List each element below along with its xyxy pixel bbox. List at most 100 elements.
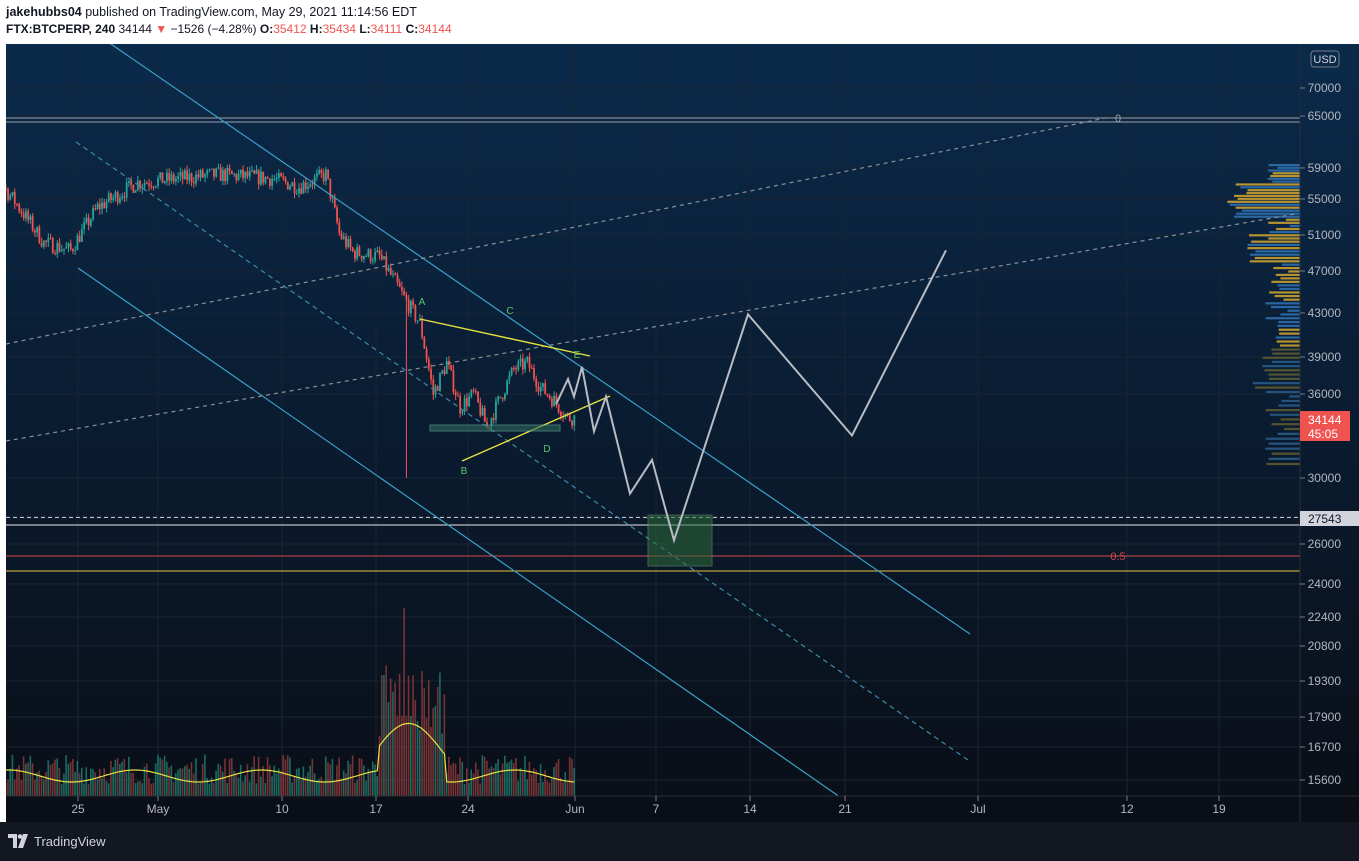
candle-body xyxy=(230,170,233,174)
price-chart[interactable]: 0 0.5 A B C D E 70000 65000 59000 55000 51000 47000… xyxy=(0,44,1359,822)
time-axis[interactable]: 25 May 10 17 24 Jun 7 14 21 Jul 12 19 xyxy=(71,796,1226,816)
volume-bar xyxy=(311,758,314,796)
volume-bar xyxy=(204,754,206,796)
volume-bar xyxy=(470,769,473,796)
candle-body xyxy=(271,179,274,186)
candle-body xyxy=(78,235,81,242)
candle-body xyxy=(16,204,18,206)
volume-bar xyxy=(331,758,334,796)
candle-body xyxy=(242,169,244,178)
candle-body xyxy=(490,418,493,427)
volume-bar xyxy=(568,757,571,796)
volume-bar xyxy=(363,765,365,796)
candle-body xyxy=(280,173,282,177)
volume-profile-bar xyxy=(1270,305,1300,309)
candle-body xyxy=(477,391,479,403)
volume-bar xyxy=(300,780,302,796)
volume-profile-bar xyxy=(1268,237,1300,240)
volume-bar xyxy=(94,772,97,796)
candle-body xyxy=(275,178,278,180)
candle-body xyxy=(235,173,238,180)
author-name[interactable]: jakehubbs04 xyxy=(6,5,82,19)
volume-bar xyxy=(405,715,408,796)
candle-body xyxy=(367,249,370,257)
volume-bar xyxy=(432,707,434,796)
volume-profile-bar xyxy=(1265,317,1300,320)
candle-body xyxy=(486,421,488,427)
channel-lower-line xyxy=(77,267,840,796)
candle-body xyxy=(159,172,162,179)
candle-body xyxy=(286,181,289,190)
volume-bar xyxy=(9,768,11,796)
candle-body xyxy=(461,411,464,414)
candle-body xyxy=(166,172,168,182)
wave-label: A xyxy=(419,297,426,308)
volume-profile-bar xyxy=(1265,409,1300,412)
candle-body xyxy=(20,211,23,214)
footer-brand[interactable]: TradingView xyxy=(34,834,106,849)
chart-labels: 0 0.5 A B C D E xyxy=(419,113,1126,563)
candle-body xyxy=(452,370,455,393)
candle-body xyxy=(188,173,191,181)
volume-bar xyxy=(521,771,524,796)
candle-body xyxy=(56,242,59,255)
volume-bar xyxy=(29,755,32,796)
volume-bar xyxy=(83,783,85,796)
volume-bar xyxy=(425,717,428,796)
candle-body xyxy=(423,337,426,349)
volume-profile-bar xyxy=(1266,462,1300,466)
candle-body xyxy=(163,181,166,184)
volume-bar xyxy=(488,768,490,796)
candle-body xyxy=(495,400,497,420)
volume-bar xyxy=(69,761,72,796)
volume-bar xyxy=(445,772,448,796)
volume-bar xyxy=(251,767,253,796)
candle-body xyxy=(177,175,180,179)
volume-bar xyxy=(562,782,564,796)
price-tick-label: 51000 xyxy=(1308,228,1342,242)
volume-bar xyxy=(134,783,137,796)
candle-body xyxy=(67,243,70,247)
volume-bar xyxy=(418,729,421,796)
time-tick-label: 24 xyxy=(461,802,475,816)
candle-body xyxy=(81,228,83,242)
price-axis[interactable]: 70000 65000 59000 55000 51000 47000 43000 39000… xyxy=(1300,50,1359,787)
candle-body xyxy=(150,185,153,187)
candle-body xyxy=(172,174,175,182)
candle-body xyxy=(454,392,457,396)
volume-bar xyxy=(150,783,152,796)
candle-body xyxy=(210,168,213,170)
volume-profile-bar xyxy=(1235,183,1300,186)
volume-bar xyxy=(49,764,52,796)
price-change: −1526 (−4.28%) xyxy=(170,22,257,36)
volume-bar xyxy=(392,691,394,796)
volume-profile-bar xyxy=(1287,309,1300,312)
volume-bar xyxy=(371,761,374,796)
volume-bar xyxy=(87,783,90,796)
volume-bar xyxy=(345,773,347,796)
candle-body xyxy=(338,222,341,234)
volume-bar xyxy=(492,767,495,796)
volume-bar xyxy=(190,762,193,796)
candle-body xyxy=(521,358,524,370)
volume-bar xyxy=(123,758,126,796)
volume-bar xyxy=(282,755,285,796)
candle-body xyxy=(83,222,86,229)
candle-body xyxy=(107,193,110,202)
candle-body xyxy=(439,372,441,391)
volume-bar xyxy=(132,772,135,796)
candle-body xyxy=(170,174,173,181)
price-tick-label: 24000 xyxy=(1308,577,1342,591)
candle-body xyxy=(354,251,356,259)
volume-bar xyxy=(60,783,63,796)
volume-bar xyxy=(125,772,128,796)
volume-bar xyxy=(566,782,569,796)
volume-bar xyxy=(340,780,343,796)
volume-bar xyxy=(410,715,412,796)
candle-body xyxy=(29,216,32,220)
tradingview-logo-icon[interactable] xyxy=(8,834,28,848)
time-tick-label: 19 xyxy=(1212,802,1226,816)
volume-profile-bar xyxy=(1289,395,1300,398)
volume-bar xyxy=(40,775,43,796)
volume-bar xyxy=(291,782,293,796)
